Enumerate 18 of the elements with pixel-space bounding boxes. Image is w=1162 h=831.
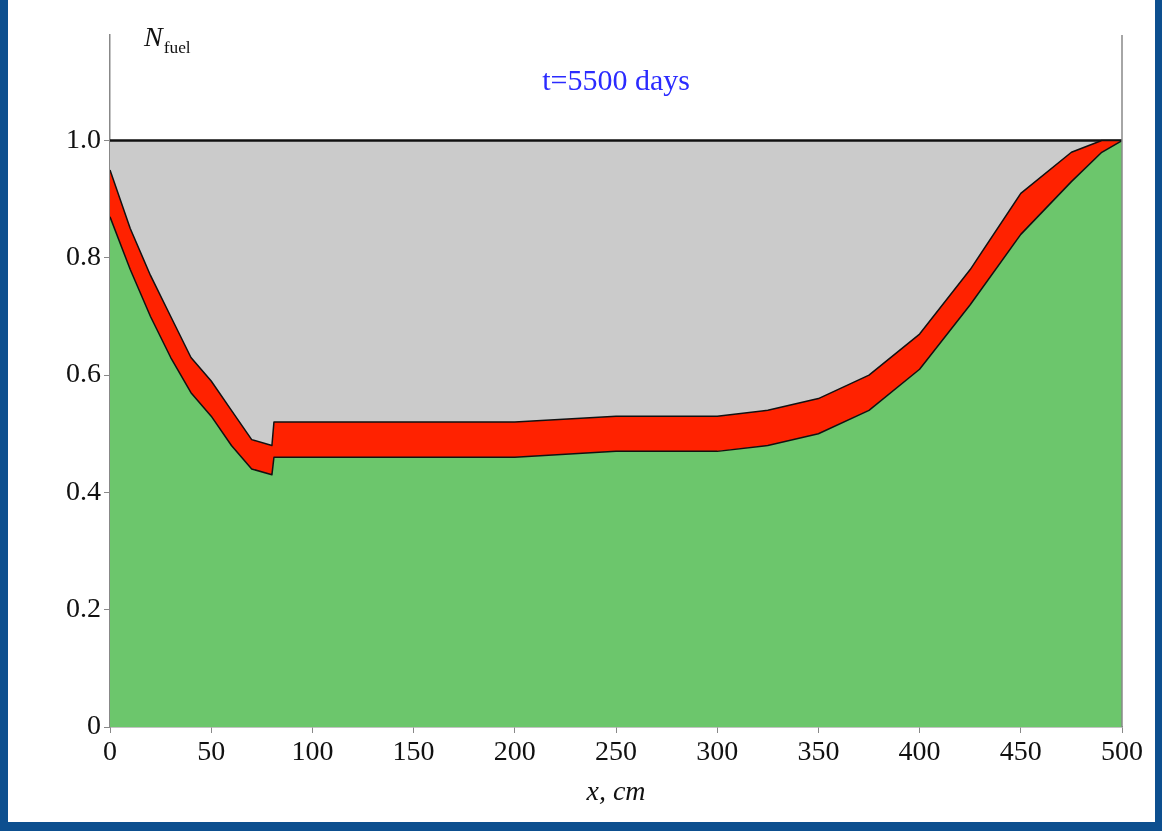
x-tick-label: 250	[595, 735, 637, 767]
text: t=5500 days	[542, 63, 690, 96]
y-tick-label: 0.4	[66, 474, 101, 506]
x-tick-label: 50	[197, 735, 226, 767]
x-tick-label: 100	[291, 735, 334, 767]
x-tick-label: 500	[1101, 735, 1143, 767]
x-tick-label: 400	[898, 735, 941, 767]
x-tick-label: 200	[493, 735, 536, 767]
x-tick-label: 350	[797, 735, 840, 767]
x-axis-title: x, cm	[585, 774, 646, 806]
y-tick-label: 1.0	[66, 122, 101, 154]
y-tick-label: 0.8	[66, 240, 101, 272]
y-tick-label: 0	[87, 709, 101, 741]
x-tick-label: 300	[696, 735, 739, 767]
x-tick-label: 450	[999, 735, 1042, 767]
y-tick-label: 0.6	[66, 357, 101, 389]
x-tick-label: 150	[392, 735, 435, 767]
y-tick-label: 0.2	[66, 592, 101, 624]
